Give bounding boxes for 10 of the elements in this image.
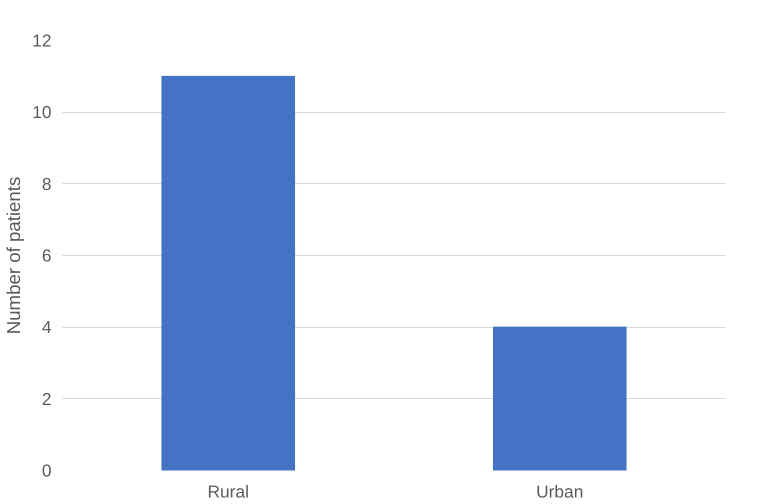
x-tick-label: Urban — [536, 482, 584, 502]
y-tick-label: 8 — [42, 174, 52, 194]
y-tick-label: 6 — [42, 246, 52, 266]
y-tick-label: 0 — [42, 460, 52, 480]
y-tick-label: 2 — [42, 388, 52, 409]
x-tick-label: Rural — [208, 482, 249, 502]
y-tick-label: 12 — [32, 30, 52, 50]
y-axis-title: Number of patients — [3, 176, 24, 334]
y-tick-label: 4 — [42, 317, 52, 338]
y-tick-label: 10 — [32, 102, 52, 122]
